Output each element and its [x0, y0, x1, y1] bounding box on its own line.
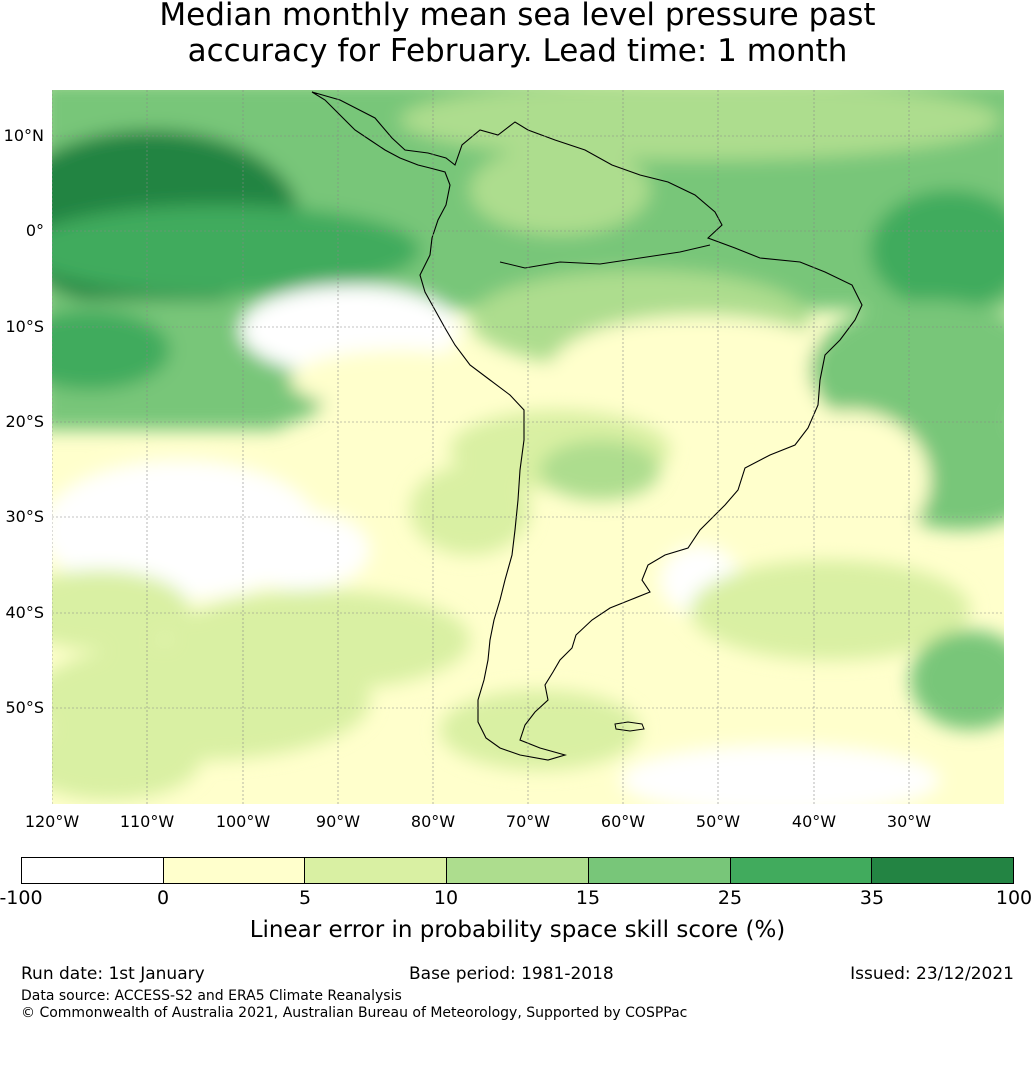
lat-label: 10°N — [3, 126, 44, 145]
lon-label: 70°W — [505, 812, 551, 831]
colorbar-tick: 25 — [717, 887, 743, 909]
colorbar-segment — [872, 858, 1014, 883]
run-date: Run date: 1st January — [21, 964, 205, 984]
lat-label: 30°S — [5, 507, 44, 526]
lon-label: 60°W — [600, 812, 646, 831]
colorbar-tick: 35 — [859, 887, 885, 909]
lat-label: 10°S — [5, 317, 44, 336]
colorbar-tick: 10 — [433, 887, 459, 909]
colorbar-segment — [588, 858, 731, 883]
colorbar-tick: 5 — [298, 887, 312, 909]
lon-label: 110°W — [119, 812, 175, 831]
lon-label: 50°W — [695, 812, 741, 831]
issued-date: Issued: 23/12/2021 — [850, 964, 1014, 984]
lon-label: 120°W — [24, 812, 80, 831]
chart-title-line-1: Median monthly mean sea level pressure p… — [159, 0, 876, 33]
lat-label: 0° — [25, 221, 44, 240]
colorbar-segment — [22, 858, 164, 883]
lat-label: 50°S — [5, 698, 44, 717]
lon-label: 30°W — [886, 812, 932, 831]
colorbar-tick: 100 — [995, 887, 1033, 909]
colorbar-segment — [163, 858, 306, 883]
colorbar-tick: -100 — [0, 887, 43, 909]
colorbar-tick: 0 — [156, 887, 170, 909]
amazon-river — [499, 244, 711, 269]
lat-label: 40°S — [5, 603, 44, 622]
skill-score-map — [52, 90, 1004, 804]
lon-label: 80°W — [410, 812, 456, 831]
colorbar-label: Linear error in probability space skill … — [249, 917, 786, 943]
graticule — [52, 90, 1004, 804]
falkland-islands — [614, 721, 645, 732]
lat-label: 20°S — [5, 412, 44, 431]
base-period: Base period: 1981-2018 — [409, 964, 614, 984]
colorbar-segment — [447, 858, 589, 883]
copyright: © Commonwealth of Australia 2021, Austra… — [21, 1005, 688, 1021]
colorbar — [21, 857, 1014, 884]
colorbar-tick: 15 — [575, 887, 601, 909]
data-source: Data source: ACCESS-S2 and ERA5 Climate … — [21, 988, 402, 1004]
chart-title-line-2: accuracy for February. Lead time: 1 mont… — [187, 33, 848, 69]
coastline — [311, 91, 863, 761]
colorbar-segment — [730, 858, 873, 883]
lon-label: 40°W — [791, 812, 837, 831]
colorbar-segment — [305, 858, 448, 883]
lon-label: 90°W — [315, 812, 361, 831]
lon-label: 100°W — [215, 812, 271, 831]
